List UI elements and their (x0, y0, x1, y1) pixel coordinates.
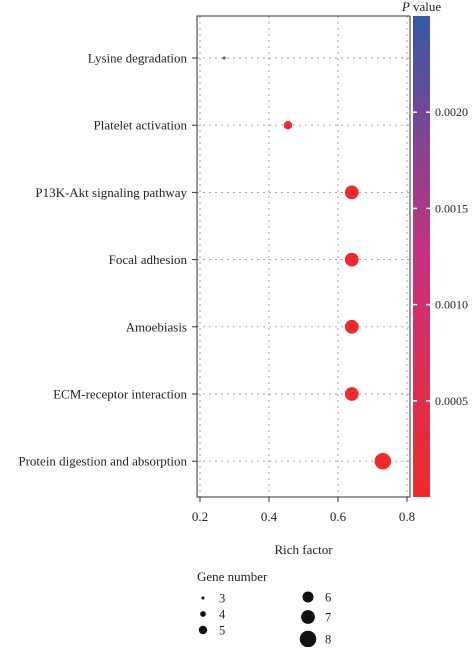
data-point (344, 185, 359, 200)
size-legend-title: Gene number (197, 569, 268, 584)
data-point (344, 387, 359, 401)
size-legend-symbol (301, 610, 315, 624)
x-axis-title: Rich factor (274, 542, 333, 557)
size-legend-label: 7 (325, 611, 331, 625)
plot-frame (196, 15, 411, 498)
gene-number-legend: Gene number 3 4 5 6 7 8 (197, 569, 331, 648)
size-legend-symbol (299, 630, 317, 648)
size-legend-symbol (200, 611, 206, 617)
data-point (222, 56, 226, 60)
category-label: Amoebiasis (126, 319, 187, 334)
x-axis: 0.2 0.4 0.6 0.8 (192, 497, 415, 524)
size-legend-symbol (201, 596, 205, 600)
category-label: Focal adhesion (109, 252, 188, 267)
category-label: Lysine degradation (88, 51, 188, 66)
size-legend-label: 4 (219, 608, 226, 622)
size-legend-label: 3 (219, 592, 225, 606)
category-label: P13K-Akt signaling pathway (35, 185, 187, 200)
p-value-colorbar: 0.0005 0.0010 0.0015 0.0020 P value (401, 0, 468, 497)
category-label: Platelet activation (94, 118, 188, 133)
data-point (344, 252, 359, 267)
size-legend-symbol (302, 591, 314, 603)
x-tick-label: 0.8 (399, 509, 415, 524)
data-point (344, 319, 359, 334)
colorbar-tick-label: 0.0020 (435, 105, 468, 119)
category-label: ECM-receptor interaction (53, 387, 187, 402)
data-point (374, 452, 392, 470)
x-tick-label: 0.2 (192, 509, 208, 524)
colorbar-tick-label: 0.0005 (435, 394, 468, 408)
size-legend-symbol (198, 625, 208, 635)
x-tick-label: 0.4 (261, 509, 278, 524)
category-label: Protein digestion and absorption (18, 454, 187, 469)
colorbar-tick-label: 0.0015 (435, 201, 468, 215)
colorbar-gradient (413, 16, 430, 497)
colorbar-title: P value (401, 0, 442, 14)
size-legend-label: 6 (325, 591, 331, 605)
category-labels: Lysine degradation Platelet activation P13… (18, 51, 197, 469)
size-legend-label: 8 (325, 633, 331, 647)
x-tick-label: 0.6 (330, 509, 347, 524)
data-point (283, 121, 293, 130)
grid-lines (197, 16, 410, 497)
data-points (222, 56, 392, 470)
size-legend-label: 5 (219, 624, 225, 638)
colorbar-title-italic: P (401, 0, 410, 14)
colorbar-tick-label: 0.0010 (435, 298, 468, 312)
colorbar-title-rest: value (410, 0, 442, 14)
